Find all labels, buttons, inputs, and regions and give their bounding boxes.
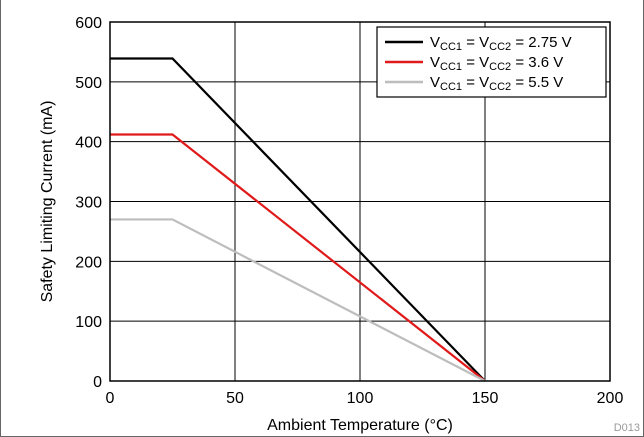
y-tick-label-100: 100 [75,314,102,331]
legend-label-1: VCC1 = VCC2 = 2.75 V [430,34,572,53]
y-tick-label-200: 200 [75,254,102,271]
figure-id-label: D013 [613,422,640,434]
series-line-3 [110,218,486,382]
x-tick-label-150: 150 [472,390,499,407]
x-tick-label-50: 50 [226,390,244,407]
plot-area-border [109,21,611,382]
y-tick-label-400: 400 [75,135,102,152]
x-tick-label-100: 100 [347,390,374,407]
legend-label-2: VCC1 = VCC2 = 3.6 V [430,54,563,73]
y-tick-label-0: 0 [93,374,102,391]
x-axis-label: Ambient Temperature (°C) [267,417,453,434]
series-line-1 [110,57,486,382]
series-lines [110,57,486,382]
tick-labels: 0 50 100 150 200 0 100 200 300 400 500 600 [75,15,623,407]
y-tick-label-600: 600 [75,15,102,32]
x-tick-label-0: 0 [106,390,115,407]
x-tick-label-200: 200 [597,390,624,407]
y-axis-label: Safety Limiting Current (mA) [39,101,56,303]
series-line-2 [110,133,486,382]
y-tick-label-500: 500 [75,75,102,92]
legend-label-3: VCC1 = VCC2 = 5.5 V [430,74,563,93]
y-tick-label-300: 300 [75,195,102,212]
